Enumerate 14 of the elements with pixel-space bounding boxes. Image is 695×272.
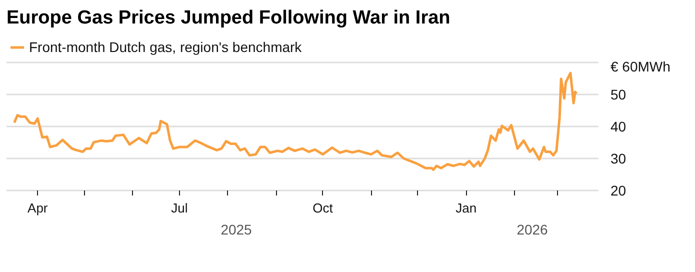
x-tick-label: Jan xyxy=(456,200,477,216)
x-tick-label: Jul xyxy=(171,200,188,216)
y-tick-label: € 60MWh xyxy=(610,58,670,74)
text: 2026 xyxy=(516,222,548,238)
x-tick-label: Oct xyxy=(312,200,334,216)
line-series xyxy=(13,72,578,171)
y-tick-label: 50 xyxy=(610,86,626,102)
legend-label: Front-month Dutch gas, region's benchmark xyxy=(29,39,302,55)
y-tick-label: 30 xyxy=(610,150,626,166)
x-tick-label: Apr xyxy=(28,200,48,216)
chart-title: Europe Gas Prices Jumped Following War in Iran xyxy=(6,8,450,28)
y-tick-label: 40 xyxy=(610,118,626,134)
y-tick-label: 20 xyxy=(610,182,626,198)
text: 2025 xyxy=(220,222,252,238)
